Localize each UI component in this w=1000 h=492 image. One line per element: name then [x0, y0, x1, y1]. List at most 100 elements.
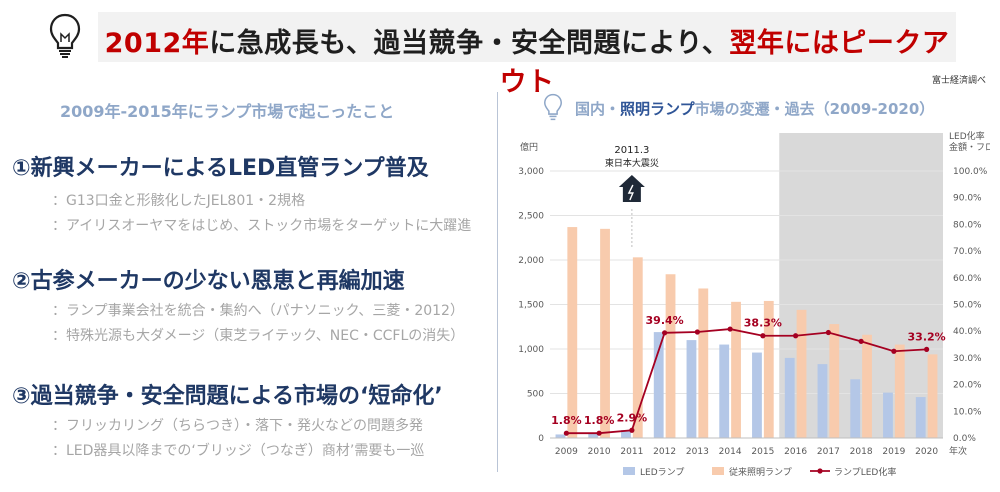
y-right-tick-label: 40.0% [953, 327, 982, 337]
x-tick-label: 2017 [817, 447, 840, 457]
y-left-tick-label: 0 [538, 434, 544, 444]
bar-conventional [665, 274, 676, 438]
bar-led [817, 364, 828, 438]
x-tick-label: 2013 [686, 447, 709, 457]
section-2-item-1: ：ランプ事業会社を統合・集約へ（パナソニック、三菱・2012） [52, 303, 464, 319]
y-right-tick-label: 10.0% [953, 407, 982, 417]
section-3-title: ③過当競争・安全問題による市場の‘短命化’ [12, 384, 443, 409]
bar-conventional [796, 309, 807, 438]
bar-conventional [632, 257, 643, 438]
y-right-tick-label: 70.0% [953, 247, 982, 257]
section-1-title: ①新興メーカーによるLED直管ランプ普及 [12, 156, 429, 181]
section-1-item-1: ：G13口金と形骸化したJEL801・2規格 [52, 193, 306, 209]
bar-conventional [600, 228, 610, 438]
series-point-led-rate [924, 346, 930, 352]
legend-marker-led-rate [817, 468, 823, 474]
section-3-item-2: ：LED器具以降までの‘ブリッジ（つなぎ）商材’需要も一巡 [52, 443, 425, 459]
y-left-tick-label: 1,500 [518, 301, 544, 311]
y-right-tick-label: 0.0% [953, 434, 976, 444]
series-point-led-rate [727, 326, 733, 332]
lightbulb-small-icon [543, 93, 563, 121]
x-tick-label: 2019 [882, 447, 905, 457]
bar-led [784, 357, 795, 438]
y-left-unit: 億円 [520, 141, 538, 153]
lightbulb-icon [49, 13, 81, 58]
series-point-led-rate [563, 430, 569, 436]
title-banner: 2012年に急成長も、過当競争・安全問題により、翌年にはピークアウト [98, 12, 956, 98]
bar-conventional [894, 344, 905, 438]
forecast-shade [779, 133, 943, 438]
title-part-1: 2012年 [104, 28, 210, 59]
x-tick-label: 2011 [620, 447, 643, 457]
bar-led [719, 344, 730, 438]
section-2-item-2: ：特殊光源も大ダメージ（東芝ライテック、NEC・CCFLの消失） [52, 328, 465, 344]
x-tick-label: 2010 [588, 447, 611, 457]
bar-led [653, 332, 664, 438]
bar-led [883, 392, 893, 438]
data-label: 39.4% [646, 314, 684, 327]
section-2-title: ②古参メーカーの少ない恩恵と再編加速 [12, 269, 405, 294]
section-3-item-1: ：フリッカリング（ちらつき）・落下・発火などの問題多発 [52, 418, 423, 434]
chart-title-pre: 国内・ [575, 100, 621, 118]
bar-led [686, 340, 697, 438]
annotation-line-1: 2011.3 [614, 145, 649, 156]
x-tick-label: 2015 [751, 447, 774, 457]
series-point-led-rate [694, 329, 700, 335]
title-part-3: 翌年にはピークアウト [499, 28, 950, 98]
bar-led [621, 429, 631, 438]
data-label: 2.9% [617, 411, 648, 424]
data-label: 1.8% [551, 414, 582, 427]
y-left-tick-label: 1,000 [518, 345, 544, 355]
x-tick-label: 2016 [784, 447, 807, 457]
y-right-tick-label: 50.0% [953, 301, 982, 311]
bar-conventional [862, 334, 872, 438]
x-axis-unit: 年次 [949, 445, 967, 457]
bar-conventional [731, 301, 741, 438]
y-left-tick-label: 500 [527, 390, 544, 400]
series-point-led-rate [825, 329, 831, 336]
annotation-line-2: 東日本大震災 [605, 157, 659, 169]
bar-conventional [567, 227, 578, 438]
bar-led [752, 352, 762, 438]
series-point-led-rate [760, 333, 766, 339]
y-right-tick-label: 90.0% [953, 194, 982, 204]
bar-conventional [829, 324, 840, 438]
bar-conventional [698, 288, 709, 438]
series-point-led-rate [793, 333, 799, 339]
y-right-label: 金額・フロー [949, 141, 990, 153]
legend-label-conventional: 従来照明ランプ [729, 466, 792, 478]
y-left-tick-label: 3,000 [518, 167, 544, 177]
bar-conventional [927, 354, 938, 438]
y-left-tick-label: 2,000 [518, 256, 544, 266]
y-right-tick-label: 30.0% [953, 354, 982, 364]
bar-led [850, 379, 861, 438]
bar-conventional [763, 300, 774, 438]
chart-title-highlight: 照明ランプ [620, 100, 695, 118]
data-label: 38.3% [744, 317, 782, 330]
x-tick-label: 2018 [850, 447, 873, 457]
bar-led [588, 433, 599, 438]
chart-title: 国内・照明ランプ市場の変遷・過去（2009-2020） [575, 98, 934, 119]
series-point-led-rate [596, 430, 602, 436]
left-heading: 2009年-2015年にランプ市場で起こったこと [60, 102, 395, 121]
x-tick-label: 2009 [555, 447, 578, 457]
y-right-tick-label: 60.0% [953, 274, 982, 284]
y-right-tick-label: 20.0% [953, 381, 982, 391]
source-note: 富士経済調べ [931, 76, 986, 86]
series-point-led-rate [891, 348, 897, 354]
series-point-led-rate [662, 330, 668, 336]
bar-led [555, 434, 566, 438]
x-tick-label: 2012 [653, 447, 676, 457]
legend-swatch-led [623, 467, 635, 475]
title-part-2: に急成長も、過当競争・安全問題により、 [209, 28, 730, 59]
x-tick-label: 2020 [915, 447, 938, 457]
y-right-tick-label: 80.0% [953, 220, 982, 230]
market-chart: 0 500 1,000 1,500 2,000 2,500 3,000 億円 0.0% 10.0%… [518, 130, 990, 478]
legend-label-led: LEDランプ [640, 467, 684, 478]
series-line-led-rate [566, 328, 927, 435]
x-tick-label: 2014 [719, 447, 742, 457]
page-title: 2012年に急成長も、過当競争・安全問題により、翌年にはピークアウト [98, 21, 956, 99]
bar-led [915, 397, 926, 438]
divider [497, 92, 498, 472]
chart-title-post: 市場の変遷・過去（2009-2020） [694, 100, 935, 118]
